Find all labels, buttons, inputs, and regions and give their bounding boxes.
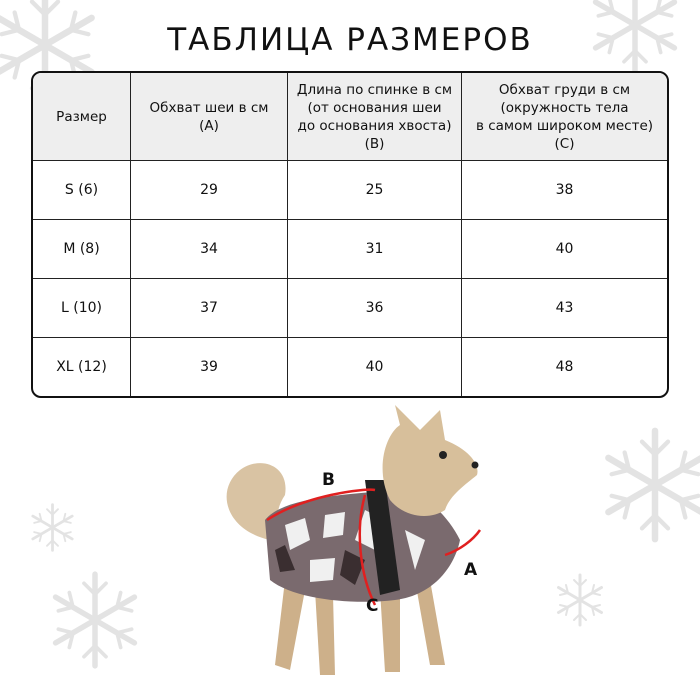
- dog-illustration: [226, 405, 482, 675]
- cell-size: S (6): [33, 161, 131, 220]
- cell-chest: 48: [555, 359, 574, 375]
- header-line: до основания хвоста): [297, 117, 452, 134]
- table-row: M (8) 34 31 40: [33, 220, 667, 279]
- header-line: (окружность тела: [500, 99, 629, 116]
- cell-back: 25: [288, 161, 462, 220]
- cell-neck: 37: [131, 279, 288, 338]
- cell-size: XL (12): [33, 338, 131, 396]
- label-c: C: [366, 596, 379, 616]
- cell-back: 40: [288, 338, 462, 396]
- cell-back: 36: [288, 279, 462, 338]
- snowflake-icon: [40, 560, 150, 680]
- label-a: A: [464, 560, 478, 580]
- table-header-row: Размер Обхват шеи в см (A) Длина по спинк…: [33, 73, 667, 161]
- header-line: (B): [364, 135, 385, 152]
- header-line: Размер: [56, 108, 107, 125]
- cell-chest: 38: [462, 161, 667, 220]
- cell-neck: 39: [131, 338, 288, 396]
- table-row: L (10) 37 36 43: [33, 279, 667, 338]
- header-line: (от основания шеи: [307, 99, 442, 116]
- header-neck: Обхват шеи в см (A): [131, 73, 288, 161]
- header-line: (A): [199, 117, 219, 134]
- header-chest: Обхват груди в см (окружность тела в самом…: [462, 73, 667, 161]
- cell-neck: 29: [131, 161, 288, 220]
- header-size: Размер: [33, 73, 131, 161]
- header-line: (C): [554, 135, 575, 152]
- cell-neck: 34: [131, 220, 288, 279]
- cell-size: L (10): [33, 279, 131, 338]
- cell-back: 31: [288, 220, 462, 279]
- header-line: Обхват шеи в см: [149, 99, 269, 116]
- header-back-length: Длина по спинке в см (от основания шеи до …: [288, 73, 462, 161]
- header-line: Длина по спинке в см: [296, 81, 453, 98]
- header-line: в самом широком месте): [475, 117, 654, 134]
- snowflake-icon: [31, 503, 74, 552]
- header-line: Обхват груди в см: [498, 81, 631, 98]
- page-title: ТАБЛИЦА РАЗМЕРОВ: [167, 22, 533, 58]
- cell-size: M (8): [33, 220, 131, 279]
- table-row: S (6) 29 25 38: [33, 161, 667, 220]
- label-b: B: [322, 470, 335, 490]
- size-table: Размер Обхват шеи в см (A) Длина по спинк…: [31, 71, 669, 398]
- cell-chest: 40: [462, 220, 667, 279]
- table-row: XL (12) 39 40 48: [33, 338, 667, 396]
- snowflake-icon: [590, 410, 700, 560]
- cell-chest: 43: [462, 279, 667, 338]
- snowflake-icon: [557, 573, 603, 627]
